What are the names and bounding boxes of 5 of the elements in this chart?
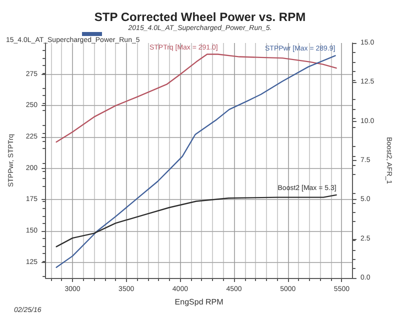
chart-title: STP Corrected Wheel Power vs. RPM	[94, 10, 306, 24]
line-series	[56, 54, 337, 143]
x-axis-title: EngSpd RPM	[174, 297, 224, 306]
line-series	[56, 55, 336, 268]
line-series	[56, 194, 337, 248]
